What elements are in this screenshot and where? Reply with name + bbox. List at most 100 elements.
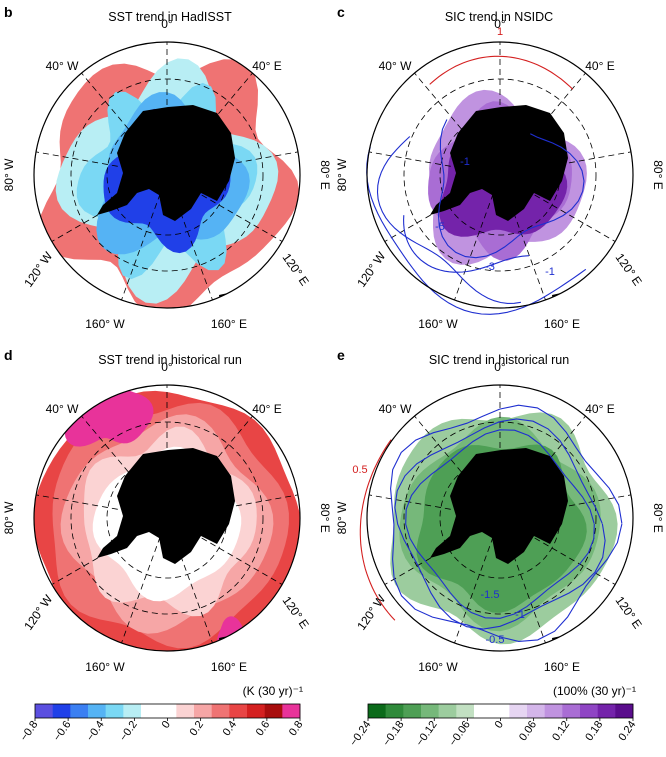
longitude-label: 160° E [544,660,580,674]
longitude-line [51,517,168,585]
longitude-line [166,415,253,519]
antarctica-landmass [97,448,235,564]
longitude-label: 120° W [354,592,388,633]
colorbar-tick-label: 0.24 [616,719,638,743]
south-america-landmass [34,113,39,153]
colorbar-segment [527,704,545,718]
contour-line [366,146,587,315]
colorbar-segment [474,704,492,718]
contour-line [390,404,623,642]
colorbar: −0.24 −0.18 −0.12 −0.06 0 0.06 0.12 0.18 0.24 [348,703,638,749]
colorbar-segment [141,704,159,718]
longitude-line [499,415,586,519]
longitude-line [166,151,299,176]
longitude-label: 80° E [651,503,665,532]
colorbar-tick-label: −0.8 [18,719,40,744]
colorbar-segment [509,704,528,718]
panel-b: b SST trend in HadISST 0° 40° W 40° E 80° W… [0,0,333,335]
colorbar-tick-label: −0.24 [348,719,374,749]
longitude-label: 80° E [318,160,332,189]
contour-line [359,439,396,621]
contour-label: -3 [485,261,495,273]
longitude-label: 160° W [85,317,125,331]
colorbar-tick-label: 0.6 [254,719,273,738]
colorbar-segment [456,704,475,718]
colorbar-segment [123,704,142,718]
longitude-line [51,174,168,242]
longitude-label: 0° [161,360,173,374]
polar-map: 0° 40° W 40° E 80° W 80° E 120° W 120° E 160° W… [2,360,332,674]
colorbar-segment [368,704,386,718]
longitude-label: 40° E [252,402,281,416]
colorbar-tick-label: 0.8 [287,719,306,738]
longitude-label: 0° [494,17,506,31]
longitude-line [166,494,299,519]
south-america-landmass [34,456,39,496]
longitude-line [35,151,168,176]
longitude-line [81,415,168,519]
colorbar-tick-label: 0.12 [550,719,572,743]
south-america-landmass [367,456,372,496]
colorbar-unit: (K (30 yr)⁻¹ [242,684,303,698]
longitude-line [121,517,168,644]
antarctica-landmass [430,105,568,221]
map-boundary [33,384,301,652]
longitude-label: 0° [161,17,173,31]
colorbar-segment [52,704,71,718]
longitude-line [414,415,501,519]
map-boundary [33,41,301,309]
colorbar-segment [491,704,510,718]
new-zealand-landmass [552,291,574,308]
longitude-label: 40° W [46,402,79,416]
panel-letter: b [4,4,13,20]
longitude-label: 0° [494,360,506,374]
longitude-label: 120° E [280,594,312,632]
longitude-label: 40° W [379,402,412,416]
colorbar-segment [282,704,301,718]
longitude-line [499,174,616,242]
longitude-line [499,72,586,176]
longitude-label: 120° E [613,594,645,632]
colorbar-tick-label: 0.2 [187,719,206,738]
longitude-label: 120° E [613,251,645,289]
longitude-line [81,72,168,176]
polar-map: 1 -1 -5 -3 -1 0° 40° W 40° E 80° W 80° E 120° W 120… [335,17,665,331]
longitude-line [499,494,632,519]
longitude-label: 80° E [318,503,332,532]
longitude-line [35,494,168,519]
colorbar-sst: (K (30 yr)⁻¹ −0.8 −0.6 −0.4 −0.2 0 0.2 0.4 0.6 0… [0,682,333,757]
colorbar-tick-label: −0.6 [51,719,73,744]
colorbar-segment [229,704,248,718]
longitude-line [499,174,546,301]
longitude-line [166,72,253,176]
colorbar-segment [615,704,634,718]
colorbar-tick-label: 0 [493,719,506,731]
new-zealand-landmass [219,291,241,308]
colorbar-segment [158,704,177,718]
colorbar-tick-label: −0.4 [84,719,106,744]
colorbar-segment [385,704,404,718]
panel-title: SIC trend in historical run [428,353,570,367]
contour-label: -1 [460,156,470,168]
antarctica-landmass [97,105,235,221]
colorbar-tick-label: −0.06 [447,719,473,749]
panel-letter: c [337,4,345,20]
longitude-label: 80° W [2,158,16,191]
longitude-line [454,517,501,644]
contour-line [403,215,530,273]
colorbar-tick-label: 0 [160,719,173,731]
colorbar-unit: (100% (30 yr)⁻¹ [552,684,636,698]
longitude-label: 160° E [211,660,247,674]
longitude-line [414,72,501,176]
colorbar-segment [597,704,616,718]
colorbar-segment [35,704,53,718]
panel-letter: e [337,347,345,363]
longitude-label: 40° E [585,402,614,416]
colorbar-segment [194,704,212,718]
colorbar-tick-label: −0.2 [118,719,140,744]
colorbar-segment [70,704,89,718]
colorbar-segment [580,704,598,718]
longitude-line [166,174,283,242]
longitude-label: 120° W [21,249,55,290]
contour-label: -0.5 [486,634,505,646]
